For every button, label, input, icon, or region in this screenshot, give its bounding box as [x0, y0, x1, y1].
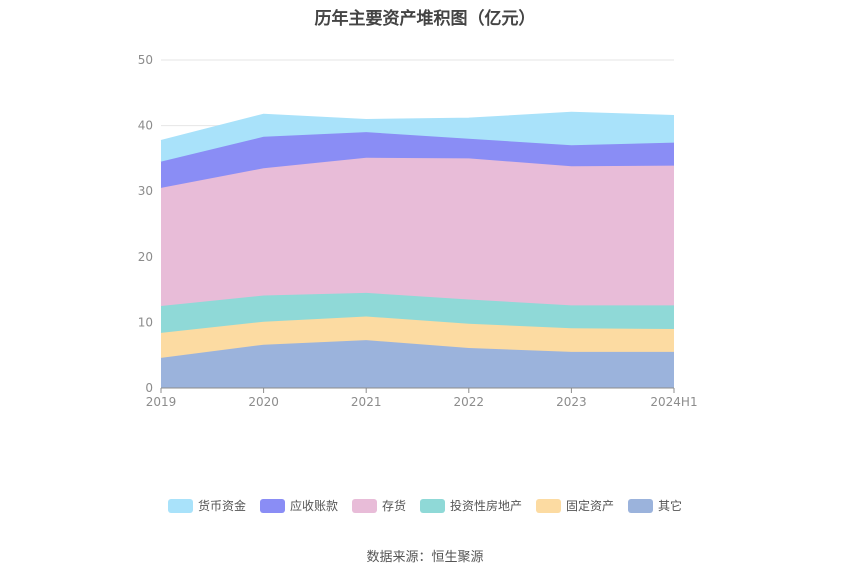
legend-label: 其它	[658, 499, 683, 513]
legend-swatch	[536, 498, 562, 513]
axes: 0 10 20 30 40 50 2019 2020 2021 2022 2023 2024H1	[138, 53, 698, 409]
x-tick-label: 2023	[556, 395, 587, 409]
area-series	[160, 111, 675, 388]
legend-label: 固定资产	[566, 499, 615, 513]
legend-item[interactable]: 其它	[628, 497, 682, 514]
area-投资性房地产	[161, 292, 674, 333]
x-tick-label: 2024H1	[650, 395, 697, 409]
line-货币资金	[160, 111, 675, 142]
area-固定资产	[161, 316, 674, 358]
legend-item[interactable]: 货币资金	[167, 497, 246, 514]
legend-item[interactable]: 固定资产	[536, 497, 614, 514]
source-note: 数据来源：恒生聚源	[366, 550, 484, 565]
chart-title: 历年主要资产堆积图（亿元）	[314, 9, 536, 29]
area-存货	[161, 157, 674, 306]
area-货币资金	[161, 112, 674, 162]
legend-swatch	[628, 498, 654, 513]
legend-swatch	[351, 498, 377, 513]
x-tick-label: 2020	[248, 395, 279, 409]
x-tick-label: 2019	[146, 395, 177, 409]
area-应收账款	[161, 132, 674, 188]
y-tick-label: 30	[138, 184, 153, 198]
y-tick-label: 40	[138, 119, 153, 133]
legend-label: 货币资金	[197, 499, 246, 513]
legend-swatch	[167, 498, 193, 513]
x-tick-label: 2022	[454, 395, 485, 409]
legend-item[interactable]: 存货	[351, 497, 406, 514]
x-tick-label: 2021	[351, 395, 382, 409]
area-其它	[161, 340, 674, 388]
y-tick-label: 20	[138, 250, 153, 264]
legend-label: 存货	[381, 499, 406, 513]
legend-label: 投资性房地产	[450, 499, 523, 513]
legend-item[interactable]: 应收账款	[259, 497, 338, 514]
legend-swatch	[259, 498, 285, 513]
y-tick-label: 0	[145, 381, 153, 395]
legend-label: 应收账款	[289, 499, 338, 513]
y-tick-label: 10	[138, 315, 153, 329]
y-tick-label: 50	[138, 53, 153, 67]
legend: 货币资金 应收账款 存货 投资性房地产 固定资产 其它	[0, 497, 850, 514]
legend-swatch	[420, 498, 445, 513]
legend-item[interactable]: 投资性房地产	[420, 497, 522, 514]
